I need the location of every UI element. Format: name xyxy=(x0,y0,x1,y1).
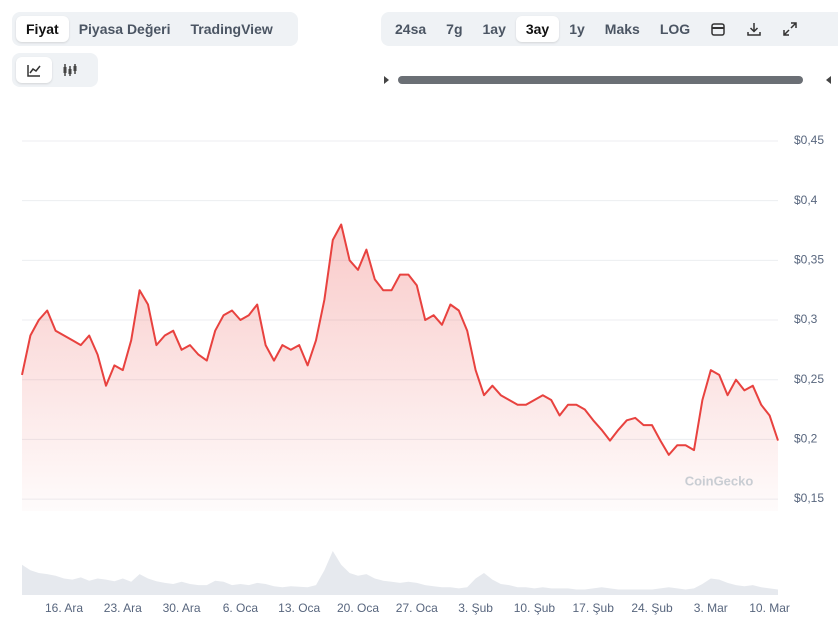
y-tick-label: $0,15 xyxy=(794,491,824,505)
download-button[interactable] xyxy=(736,16,772,42)
fullscreen-icon xyxy=(783,22,797,36)
y-tick-label: $0,25 xyxy=(794,372,824,386)
range-tab[interactable]: LOG xyxy=(659,21,691,37)
view-tab[interactable]: TradingView xyxy=(190,21,273,37)
view-tab[interactable]: Fiyat xyxy=(16,16,69,42)
x-tick-label: 10. Şub xyxy=(514,601,556,615)
range-tab[interactable]: 3ay xyxy=(515,16,560,42)
x-tick-label: 30. Ara xyxy=(163,601,201,615)
line-chart-button[interactable] xyxy=(16,57,52,83)
calendar-icon xyxy=(711,23,725,36)
y-tick-label: $0,35 xyxy=(794,252,824,266)
y-tick-label: $0,2 xyxy=(794,432,818,446)
y-tick-label: $0,4 xyxy=(794,193,818,207)
range-tabs: 24sa 7g 1ay 3ay 1y Maks LOG xyxy=(381,12,838,46)
x-tick-label: 16. Ara xyxy=(45,601,83,615)
x-tick-label: 20. Oca xyxy=(337,601,379,615)
fullscreen-button[interactable] xyxy=(772,16,808,42)
x-tick-label: 6. Oca xyxy=(223,601,259,615)
price-line xyxy=(21,223,779,456)
download-icon xyxy=(747,23,761,36)
candle-chart-button[interactable] xyxy=(52,57,88,83)
range-tab[interactable]: 24sa xyxy=(395,21,427,37)
view-tab[interactable]: Piyasa Değeri xyxy=(78,21,171,37)
scroll-left xyxy=(384,76,389,84)
range-tab[interactable]: 1y xyxy=(569,21,585,37)
calendar-button[interactable] xyxy=(700,16,736,42)
x-tick-label: 10. Mar xyxy=(749,601,790,615)
line-icon xyxy=(27,65,41,77)
x-tick-label: 17. Şub xyxy=(573,601,615,615)
x-tick-label: 27. Oca xyxy=(396,601,438,615)
chart-style-tabs xyxy=(12,53,98,87)
price-area xyxy=(22,224,778,511)
x-tick-label: 23. Ara xyxy=(104,601,142,615)
y-tick-label: $0,3 xyxy=(794,312,818,326)
x-tick-label: 24. Şub xyxy=(631,601,673,615)
view-tabs: Fiyat Piyasa Değeri TradingView xyxy=(12,12,298,46)
range-tab[interactable]: 1ay xyxy=(482,21,506,37)
x-tick-label: 3. Mar xyxy=(694,601,728,615)
watermark: CoinGecko xyxy=(685,473,754,488)
volume-area xyxy=(22,551,778,595)
x-tick-label: 3. Şub xyxy=(458,601,493,615)
y-tick-label: $0,45 xyxy=(794,133,824,147)
range-tab[interactable]: 7g xyxy=(446,21,463,37)
scroll-right xyxy=(826,76,831,84)
range-tab[interactable]: Maks xyxy=(604,21,640,37)
scroll-thumb xyxy=(398,76,803,84)
candle-icon xyxy=(63,64,77,76)
x-tick-label: 13. Oca xyxy=(278,601,320,615)
